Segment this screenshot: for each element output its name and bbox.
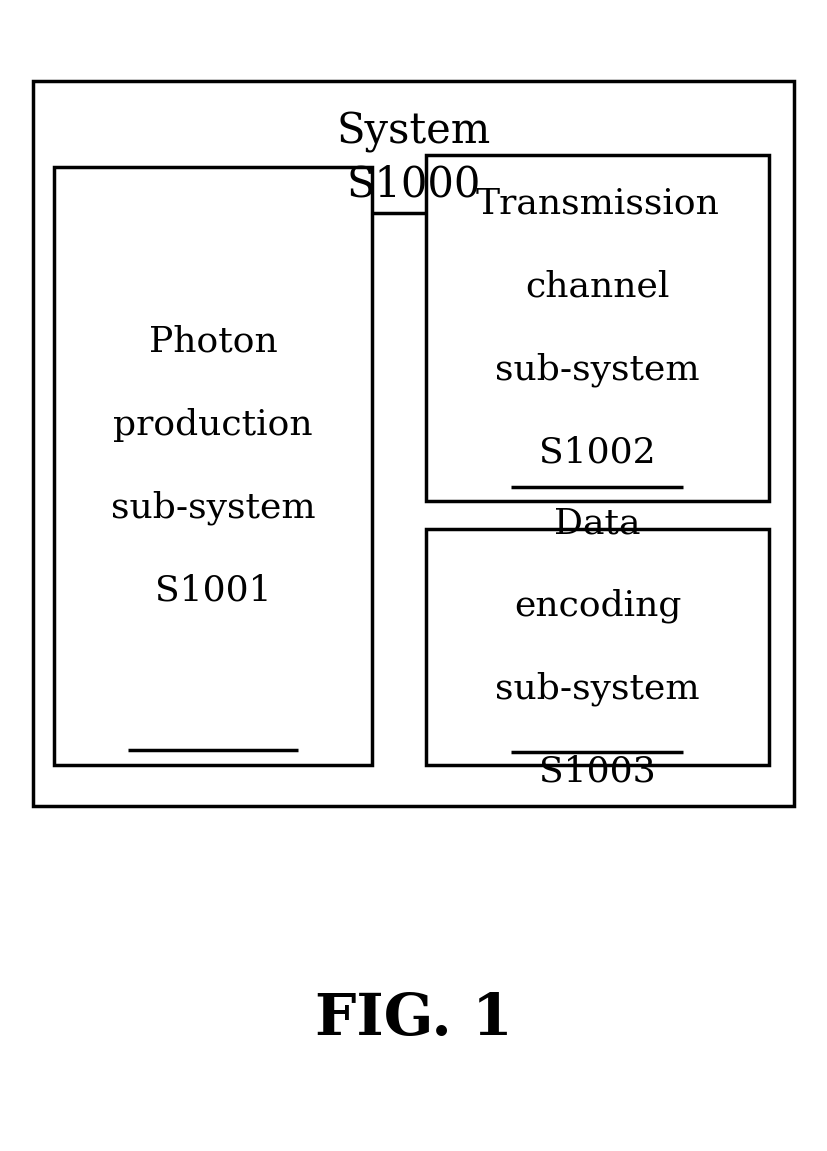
- Bar: [54, 167, 372, 765]
- Text: sub-system: sub-system: [111, 490, 315, 525]
- Text: S1000: S1000: [347, 163, 480, 205]
- Bar: [426, 529, 769, 765]
- Text: S1003: S1003: [539, 755, 656, 788]
- Text: sub-system: sub-system: [495, 352, 700, 387]
- Text: Transmission: Transmission: [476, 186, 719, 221]
- Text: Data: Data: [554, 506, 641, 540]
- Bar: [426, 155, 769, 501]
- Text: S1002: S1002: [539, 435, 656, 470]
- Text: System: System: [337, 112, 490, 153]
- Text: Photon: Photon: [149, 325, 277, 359]
- Text: FIG. 1: FIG. 1: [314, 991, 513, 1046]
- Text: sub-system: sub-system: [495, 672, 700, 706]
- Text: S1001: S1001: [155, 573, 271, 608]
- Bar: [33, 81, 794, 806]
- Text: production: production: [113, 407, 313, 442]
- Text: channel: channel: [525, 269, 670, 304]
- Text: encoding: encoding: [514, 589, 681, 623]
